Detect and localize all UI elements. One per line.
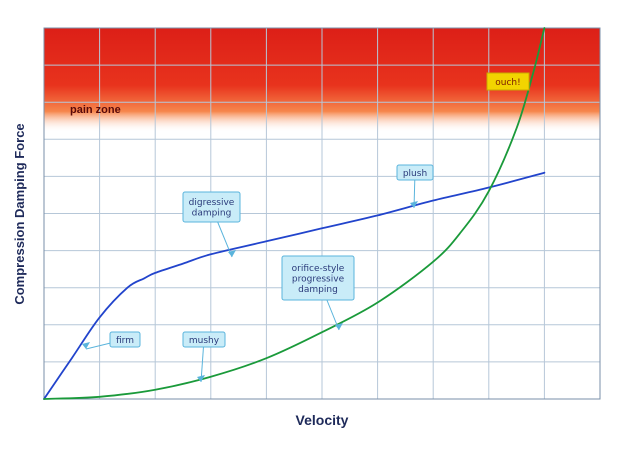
- callout-box-ouch: [486, 72, 530, 91]
- x-axis-title: Velocity: [296, 412, 349, 428]
- callout-arrowhead-digressive: [228, 250, 236, 257]
- callout-arrowhead-mushy: [197, 375, 205, 382]
- callout-box-orifice: [281, 255, 355, 301]
- callout-text-orifice: damping: [298, 285, 338, 295]
- callouts: firmdigressivedampingplushmushyorifice-s…: [82, 72, 530, 383]
- callout-box-digressive: [182, 191, 241, 223]
- callout-mushy: mushy: [182, 331, 226, 383]
- pain-zone-label: pain zone: [70, 104, 121, 116]
- callout-arrowhead-orifice: [335, 323, 343, 330]
- callout-firm: firm: [82, 331, 141, 350]
- callout-text-ouch: ouch!: [495, 78, 520, 88]
- callout-text-mushy: mushy: [189, 336, 220, 346]
- y-axis-title: Compression Damping Force: [12, 123, 27, 304]
- grid-lines: [44, 28, 600, 399]
- callout-arrowhead-plush: [410, 201, 418, 208]
- callout-ouch: ouch!: [486, 72, 530, 91]
- callout-text-orifice: progressive: [292, 274, 345, 284]
- series-line-digressive: [43, 171, 546, 400]
- callout-text-firm: firm: [116, 336, 134, 346]
- callout-text-digressive: digressive: [189, 198, 235, 208]
- plot-frame: [43, 27, 601, 400]
- callout-text-plush: plush: [403, 169, 427, 179]
- callout-box-mushy: [182, 331, 226, 348]
- callout-plush: plush: [396, 164, 434, 209]
- series-line-orifice-progressive: [43, 27, 546, 400]
- callout-text-orifice: orifice-style: [292, 264, 345, 274]
- callout-box-firm: [109, 331, 141, 348]
- callout-text-digressive: damping: [192, 209, 232, 219]
- callout-arrowhead-firm: [82, 342, 90, 349]
- callout-box-plush: [396, 164, 434, 181]
